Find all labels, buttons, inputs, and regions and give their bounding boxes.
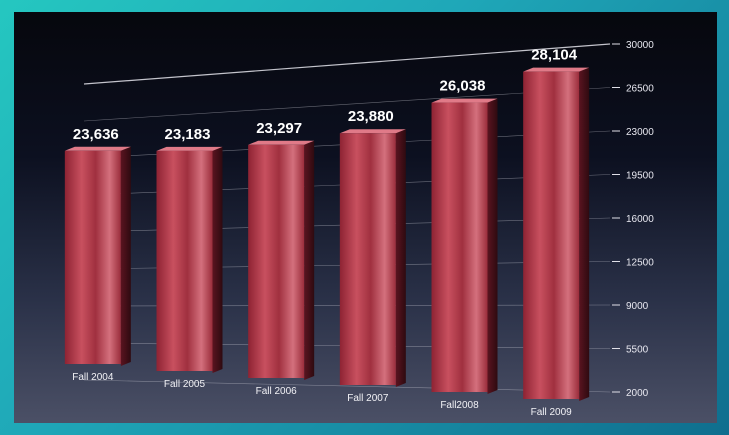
bar <box>156 146 223 373</box>
y-tick-label: 12500 <box>626 258 654 269</box>
y-tick-label: 5500 <box>626 345 649 356</box>
data-label: 28,104 <box>531 47 578 64</box>
bar-face <box>339 133 396 385</box>
bar-side <box>487 98 498 395</box>
x-tick-label: Fall 2004 <box>72 372 114 383</box>
bar <box>64 146 131 366</box>
bar-face <box>248 144 305 378</box>
y-tick-label: 23000 <box>626 127 654 138</box>
bar-top <box>523 67 590 72</box>
data-label: 23,880 <box>348 108 394 125</box>
bar-top <box>156 146 223 151</box>
y-tick-label: 26500 <box>626 84 654 95</box>
bar-face <box>523 71 580 399</box>
bar-side <box>395 129 406 387</box>
y-tick-label: 30000 <box>626 40 654 51</box>
y-tick-label: 16000 <box>626 214 654 225</box>
bar <box>523 67 590 401</box>
data-label: 23,297 <box>256 120 302 137</box>
gridline <box>83 87 611 122</box>
data-label: 23,636 <box>73 126 119 143</box>
bar <box>431 98 498 395</box>
bar-side <box>120 146 131 366</box>
bar-top <box>339 129 406 134</box>
chart-panel: 2000 5500 9000 12500 16000 19500 23000 26500 300… <box>14 12 717 423</box>
bar-face <box>156 150 213 371</box>
x-tick-label: Fall 2005 <box>164 379 206 390</box>
x-tick-label: Fall 2009 <box>531 407 573 418</box>
bar-top <box>248 140 315 145</box>
bar-top <box>431 98 498 103</box>
x-tick-label: Fall 2007 <box>347 393 389 404</box>
y-tick-label: 9000 <box>626 301 649 312</box>
bar <box>339 129 406 387</box>
gridline <box>83 43 611 85</box>
bar-side <box>579 67 590 401</box>
data-label: 23,183 <box>165 126 211 143</box>
bar-chart: 2000 5500 9000 12500 16000 19500 23000 26500 300… <box>64 40 654 418</box>
bar-side <box>212 146 223 373</box>
y-tick-label: 2000 <box>626 388 649 399</box>
bar-top <box>64 146 131 151</box>
bar <box>248 140 315 380</box>
gridline <box>83 379 611 393</box>
bar-face <box>64 150 121 364</box>
data-label: 26,038 <box>440 78 486 95</box>
bar-side <box>304 140 315 380</box>
y-tick-label: 19500 <box>626 171 654 182</box>
bar-face <box>431 102 488 393</box>
x-tick-label: Fall2008 <box>440 400 479 411</box>
x-tick-label: Fall 2006 <box>256 386 298 397</box>
